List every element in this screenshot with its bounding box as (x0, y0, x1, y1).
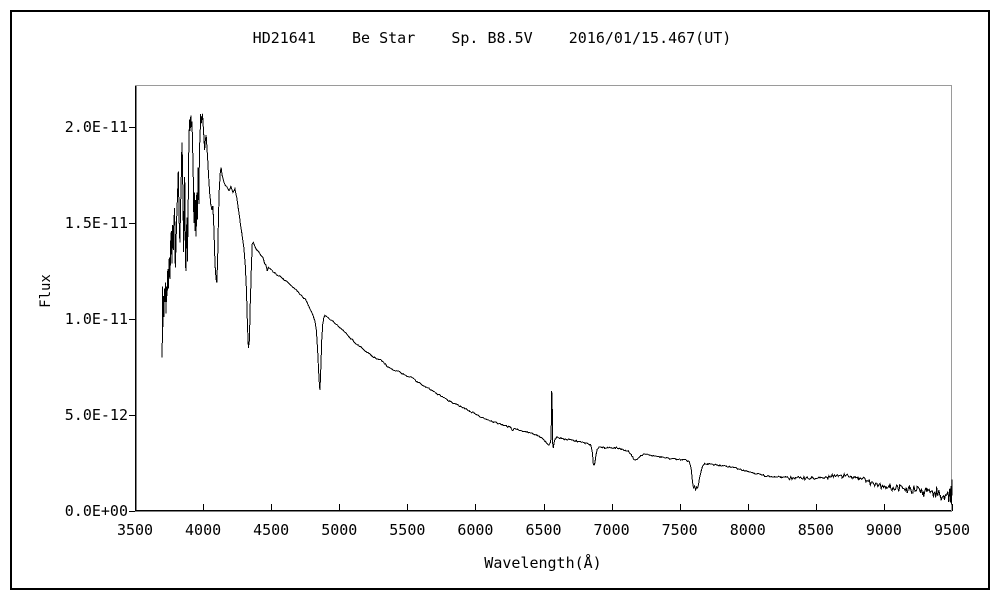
x-tick-label: 8500 (797, 521, 834, 539)
y-tick-label: 1.0E-11 (64, 310, 128, 329)
x-axis-title: Wavelength(Å) (484, 554, 602, 572)
x-tick-label: 5500 (389, 521, 426, 539)
y-tick-label: 1.5E-11 (64, 214, 128, 233)
x-tick-label: 4500 (253, 521, 290, 539)
x-tick-label: 9000 (865, 521, 902, 539)
plot-frame (134, 85, 952, 512)
x-tick-label: 6500 (525, 521, 562, 539)
axis-ticks (129, 127, 953, 512)
x-tick-label: 8000 (729, 521, 766, 539)
chart-title: HD21641 Be Star Sp. B8.5V 2016/01/15.467… (252, 29, 732, 47)
x-tick-label: 3500 (116, 521, 154, 539)
x-tick-label: 7000 (593, 521, 630, 539)
y-tick-label: 0.0E+00 (64, 502, 128, 520)
x-tick-label: 9500 (933, 521, 971, 539)
y-tick-label: 5.0E-12 (64, 406, 128, 425)
page-border (10, 10, 990, 590)
x-tick-label: 7500 (661, 521, 698, 539)
y-tick-label: 2.0E-11 (64, 118, 128, 137)
x-tick-label: 4000 (185, 521, 222, 539)
spectrum-curve (161, 113, 953, 505)
x-tick-label: 6000 (457, 521, 494, 539)
x-tick-label: 5000 (321, 521, 358, 539)
